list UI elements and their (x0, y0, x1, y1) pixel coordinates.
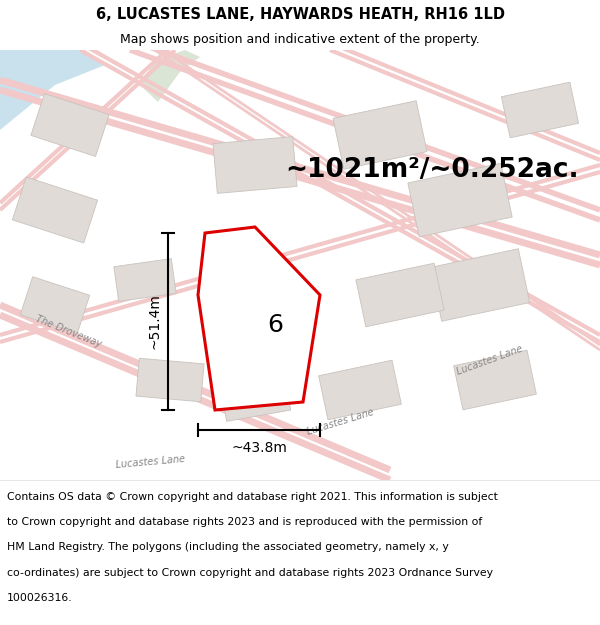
Text: Lucastes Lane: Lucastes Lane (455, 343, 524, 377)
Polygon shape (213, 137, 297, 193)
Text: Map shows position and indicative extent of the property.: Map shows position and indicative extent… (120, 32, 480, 46)
Text: 6, LUCASTES LANE, HAYWARDS HEATH, RH16 1LD: 6, LUCASTES LANE, HAYWARDS HEATH, RH16 1… (95, 6, 505, 21)
Text: The Droveway: The Droveway (34, 314, 103, 350)
Text: 6: 6 (267, 313, 283, 337)
Text: ~1021m²/~0.252ac.: ~1021m²/~0.252ac. (285, 157, 578, 183)
Polygon shape (430, 249, 530, 321)
Text: ~51.4m: ~51.4m (147, 294, 161, 349)
Polygon shape (220, 369, 290, 421)
Polygon shape (31, 94, 109, 156)
Polygon shape (408, 163, 512, 237)
Text: ~43.8m: ~43.8m (231, 441, 287, 455)
Text: to Crown copyright and database rights 2023 and is reproduced with the permissio: to Crown copyright and database rights 2… (7, 517, 482, 527)
Text: Contains OS data © Crown copyright and database right 2021. This information is : Contains OS data © Crown copyright and d… (7, 492, 498, 502)
Polygon shape (356, 263, 444, 327)
Text: HM Land Registry. The polygons (including the associated geometry, namely x, y: HM Land Registry. The polygons (includin… (7, 542, 449, 552)
Text: 100026316.: 100026316. (7, 593, 73, 603)
Polygon shape (13, 177, 98, 243)
Polygon shape (198, 227, 320, 410)
Polygon shape (319, 360, 401, 420)
Polygon shape (502, 82, 578, 138)
Polygon shape (333, 101, 427, 169)
Polygon shape (114, 259, 176, 301)
Text: co-ordinates) are subject to Crown copyright and database rights 2023 Ordnance S: co-ordinates) are subject to Crown copyr… (7, 568, 493, 578)
Text: Lucastes Lane: Lucastes Lane (115, 454, 185, 470)
Text: Lucastes Lane: Lucastes Lane (305, 407, 375, 437)
Polygon shape (140, 50, 200, 102)
Polygon shape (136, 358, 204, 402)
Polygon shape (0, 50, 105, 130)
Polygon shape (20, 277, 90, 333)
Polygon shape (454, 350, 536, 410)
